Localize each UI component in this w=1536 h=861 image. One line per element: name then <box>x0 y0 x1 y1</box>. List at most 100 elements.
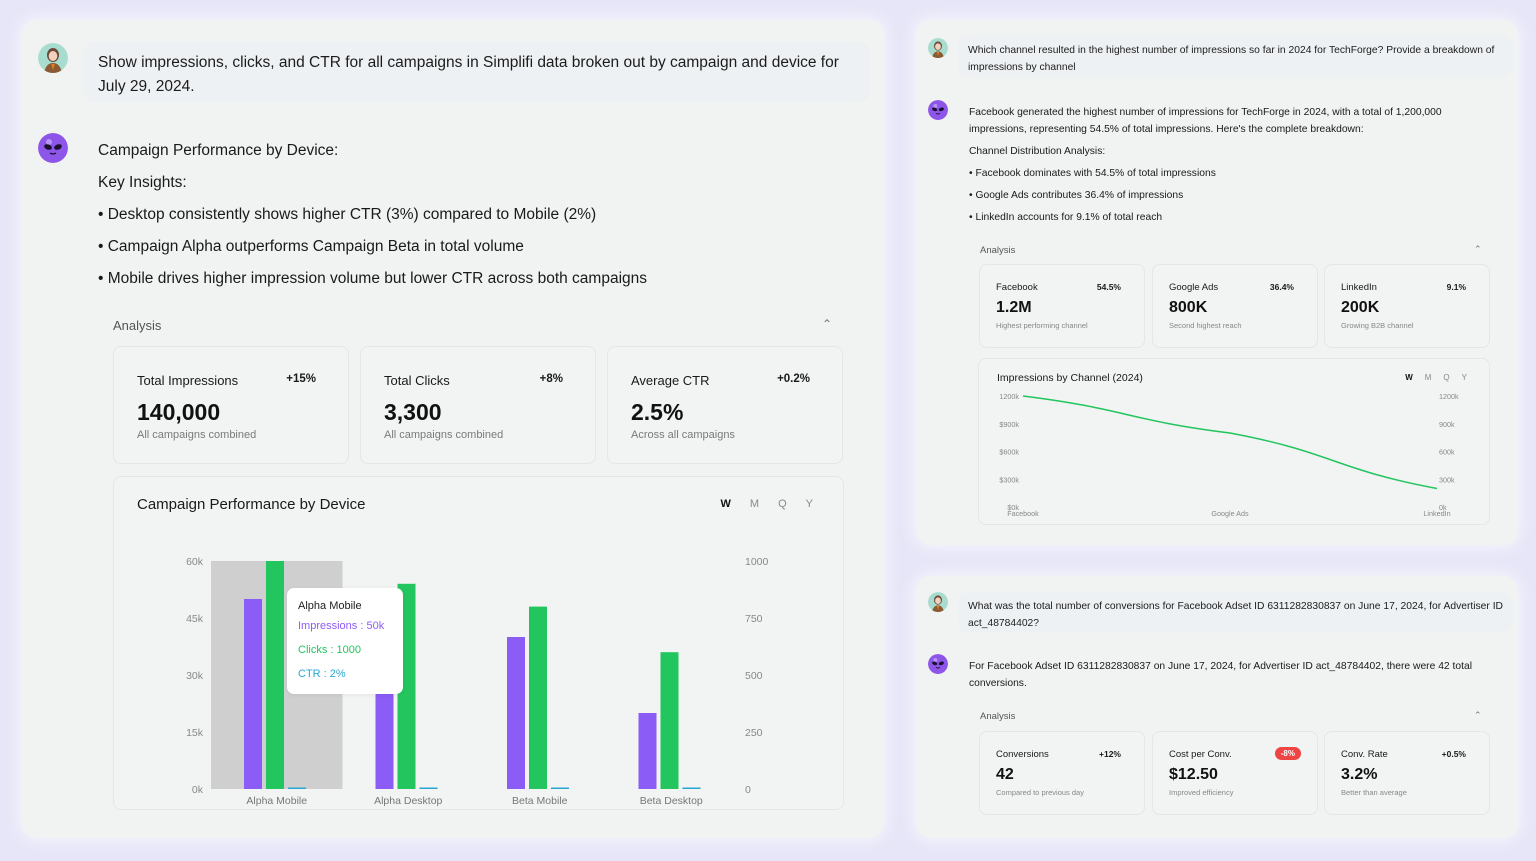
metric-value: 1.2M <box>996 299 1032 316</box>
analysis-label: Analysis <box>980 245 1016 256</box>
y-left-tick-label: $300k <box>999 475 1019 484</box>
metric-subtitle: Highest performing channel <box>996 321 1088 330</box>
metric-subtitle: Compared to previous day <box>996 788 1084 797</box>
metric-subtitle: Better than average <box>1341 788 1407 797</box>
tooltip-ctr: CTR : 2% <box>298 668 346 680</box>
x-category-label: Alpha Desktop <box>374 795 442 807</box>
ai-response-heading: Channel Distribution Analysis: <box>969 146 1106 157</box>
metric-value: 200K <box>1341 299 1380 316</box>
ai-alien-avatar-icon <box>928 100 948 120</box>
metric-title: Total Impressions <box>137 373 239 388</box>
period-tab-w[interactable]: W <box>720 498 731 510</box>
y-right-tick-label: 1200k <box>1439 392 1459 401</box>
period-tabs: W M Q Y <box>721 498 813 510</box>
metric-title: Google Ads <box>1169 282 1219 293</box>
bar-clicks-beta-mobile <box>529 606 547 789</box>
metric-value: 3.2% <box>1341 766 1378 783</box>
metric-card-impressions: Total Impressions +15% 140,000 All campa… <box>113 346 349 464</box>
metric-subtitle: All campaigns combined <box>384 429 504 441</box>
collapse-chevron-up-icon[interactable]: ⌃ <box>822 317 833 331</box>
user-message: Show impressions, clicks, and CTR for al… <box>84 42 870 102</box>
y-right-tick-label: 0k <box>1439 503 1447 512</box>
bar-ctr-alpha-desktop <box>419 787 438 789</box>
y-left-tick-label: $600k <box>999 448 1019 457</box>
collapse-chevron-up-icon[interactable]: ⌃ <box>1474 244 1482 254</box>
tooltip-title: Alpha Mobile <box>298 600 362 612</box>
bar-chart[interactable]: 0k 15k 30k 45k 60k 0 250 500 750 1000 Alpha Mobile… <box>114 477 845 811</box>
metric-delta: +0.2% <box>777 373 810 385</box>
tooltip-impressions: Impressions : 50k <box>298 620 385 632</box>
x-category-label: Beta Mobile <box>512 795 568 807</box>
metric-delta: +8% <box>539 373 563 385</box>
user-avatar-icon <box>38 43 68 73</box>
channel-card-linkedin: LinkedIn 9.1% 200K Growing B2B channel <box>1324 264 1490 348</box>
metric-title: Total Clicks <box>384 373 450 388</box>
metric-title: LinkedIn <box>1341 282 1377 293</box>
conv-card-rate: Conv. Rate +0.5% 3.2% Better than averag… <box>1324 731 1490 815</box>
insight-bullet: • Google Ads contributes 36.4% of impres… <box>969 190 1184 201</box>
metric-delta: +15% <box>286 373 316 385</box>
ai-alien-avatar-icon <box>928 654 948 674</box>
insight-bullet: • Mobile drives higher impression volume… <box>98 270 648 287</box>
ai-alien-avatar-icon <box>38 133 68 163</box>
metric-title: Facebook <box>996 282 1038 293</box>
period-tab-q[interactable]: Q <box>778 498 787 510</box>
user-message-text: Which channel resulted in the highest nu… <box>968 45 1495 73</box>
metric-delta-negative-badge: -8% <box>1274 747 1301 760</box>
bar-ctr-alpha-mobile <box>288 787 306 789</box>
y-left-tick-label: 0k <box>192 784 204 796</box>
analysis-label: Analysis <box>113 318 162 333</box>
x-category-label: LinkedIn <box>1423 509 1450 518</box>
y-left-tick-label: 15k <box>186 727 204 739</box>
y-right-tick-label: 600k <box>1439 448 1455 457</box>
metric-value: 42 <box>996 766 1014 783</box>
metric-card-clicks: Total Clicks +8% 3,300 All campaigns com… <box>360 346 596 464</box>
insight-bullet: • Desktop consistently shows higher CTR … <box>98 206 597 223</box>
y-left-tick-label: 60k <box>186 556 204 568</box>
y-right-tick-label: 0 <box>745 784 751 796</box>
metric-subtitle: Improved efficiency <box>1169 788 1234 797</box>
x-category-label: Alpha Mobile <box>246 795 307 807</box>
user-avatar-icon <box>928 592 948 612</box>
user-avatar-icon <box>928 38 948 58</box>
insight-bullet: • Facebook dominates with 54.5% of total… <box>969 168 1216 179</box>
period-tab-m[interactable]: M <box>749 498 760 510</box>
y-left-tick-label: $900k <box>999 420 1019 429</box>
period-tab-y[interactable]: Y <box>805 498 813 510</box>
metric-card-ctr: Average CTR +0.2% 2.5% Across all campai… <box>607 346 843 464</box>
x-category-label: Beta Desktop <box>640 795 703 807</box>
metric-value: 3,300 <box>384 399 442 425</box>
metric-value: $12.50 <box>1169 766 1218 783</box>
ai-response-subheading: Key Insights: <box>98 174 187 191</box>
metric-share: 36.4% <box>1269 282 1294 292</box>
bar-impressions-beta-mobile <box>507 637 525 789</box>
bar-chart-card: 0k 15k 30k 45k 60k 0 250 500 750 1000 Alpha Mobile… <box>113 476 844 810</box>
ai-response: Facebook generated the highest number of… <box>969 104 1489 231</box>
collapse-chevron-up-icon[interactable]: ⌃ <box>1474 710 1482 720</box>
ai-response-intro: Facebook generated the highest number of… <box>969 107 1442 135</box>
line-chart[interactable]: $0k $300k $600k $900k 1200k 0k 300k 600k 900k 120… <box>979 359 1491 526</box>
insight-bullet: • Campaign Alpha outperforms Campaign Be… <box>98 238 524 255</box>
user-message: Which channel resulted in the highest nu… <box>958 36 1513 76</box>
bar-ctr-beta-mobile <box>551 787 569 789</box>
metric-title: Conversions <box>996 749 1049 760</box>
metric-subtitle: Second highest reach <box>1169 321 1242 330</box>
x-category-label: Google Ads <box>1211 509 1249 518</box>
period-tab-m[interactable]: M <box>1424 373 1432 382</box>
period-tab-y[interactable]: Y <box>1461 373 1467 382</box>
metric-delta: +0.5% <box>1441 749 1466 759</box>
x-category-label: Facebook <box>1007 509 1039 518</box>
period-tab-q[interactable]: Q <box>1443 373 1450 382</box>
chart-tooltip: Alpha Mobile Impressions : 50k Clicks : … <box>287 588 403 694</box>
period-tab-w[interactable]: W <box>1405 373 1413 382</box>
y-right-tick-label: 500 <box>745 670 763 682</box>
conv-card-conversions: Conversions +12% 42 Compared to previous… <box>979 731 1145 815</box>
metric-subtitle: Growing B2B channel <box>1341 321 1414 330</box>
bar-clicks-alpha-mobile <box>266 561 284 789</box>
channel-chat-panel: Which channel resulted in the highest nu… <box>916 20 1518 545</box>
impressions-line <box>1022 395 1438 490</box>
y-right-tick-label: 1000 <box>745 556 769 568</box>
y-left-tick-label: 1200k <box>999 392 1019 401</box>
y-right-tick-label: 300k <box>1439 475 1455 484</box>
ai-response-heading: Campaign Performance by Device: <box>98 142 339 159</box>
